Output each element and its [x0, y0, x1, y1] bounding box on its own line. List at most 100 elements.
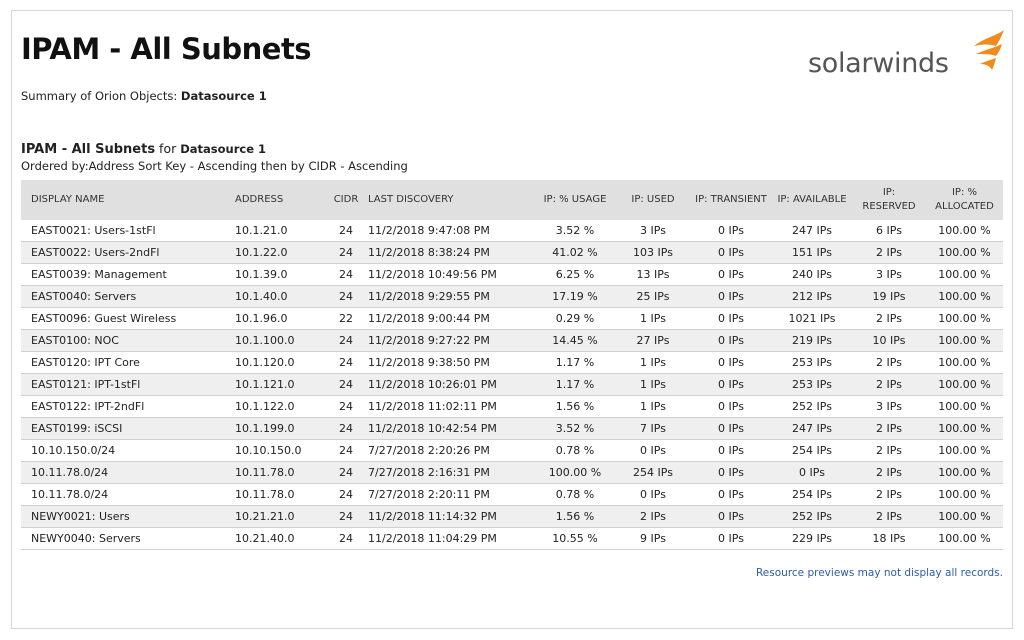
table-cell: 2 IPs — [852, 307, 926, 330]
table-cell: 247 IPs — [772, 220, 852, 242]
table-cell: 11/2/2018 10:42:54 PM — [364, 417, 534, 440]
table-cell: NEWY0040: Servers — [21, 527, 231, 550]
table-cell: 24 — [328, 395, 364, 418]
table-cell: 1.56 % — [534, 395, 616, 418]
table-cell: 11/2/2018 11:14:32 PM — [364, 505, 534, 528]
table-cell: EAST0021: Users-1stFl — [21, 220, 231, 242]
table-cell: EAST0121: IPT-1stFl — [21, 373, 231, 396]
table-cell: 0 IPs — [690, 329, 772, 352]
table-cell: 11/2/2018 9:27:22 PM — [364, 329, 534, 352]
table-row: 10.10.150.0/24 10.10.150.0 24 7/27/2018 2:2… — [21, 439, 1003, 462]
table-cell: 100.00 % — [926, 241, 1003, 264]
page-title: IPAM - All Subnets — [21, 32, 312, 66]
table-cell: 100.00 % — [926, 483, 1003, 506]
table-cell: 17.19 % — [534, 285, 616, 308]
table-cell: 100.00 % — [926, 439, 1003, 462]
table-cell: 18 IPs — [852, 527, 926, 550]
report-title-text: IPAM - All Subnets — [21, 142, 156, 157]
solarwinds-logo: solarwinds — [806, 30, 1006, 80]
table-cell: 10.1.39.0 — [231, 263, 328, 286]
table-cell: 0 IPs — [690, 241, 772, 264]
table-cell: 0 IPs — [690, 417, 772, 440]
table-cell: 0 IPs — [690, 439, 772, 462]
table-cell: 0 IPs — [690, 285, 772, 308]
table-row: EAST0096: Guest Wireless 10.1.96.0 22 11/2/… — [21, 307, 1003, 330]
table-cell: 11/2/2018 9:38:50 PM — [364, 351, 534, 374]
table-row: NEWY0021: Users 10.21.21.0 24 11/2/2018 11:… — [21, 505, 1003, 528]
column-header[interactable]: LAST DISCOVERY — [364, 180, 534, 220]
table-cell: 1 IPs — [616, 351, 690, 374]
table-cell: 6.25 % — [534, 263, 616, 286]
table-cell: 1.17 % — [534, 373, 616, 396]
column-header[interactable]: IP: USED — [616, 180, 690, 220]
table-cell: 22 — [328, 307, 364, 330]
table-cell: 219 IPs — [772, 329, 852, 352]
table-cell: 252 IPs — [772, 505, 852, 528]
table-cell: 10.1.120.0 — [231, 351, 328, 374]
table-cell: 19 IPs — [852, 285, 926, 308]
column-header[interactable]: ADDRESS — [231, 180, 328, 220]
table-cell: EAST0122: IPT-2ndFl — [21, 395, 231, 418]
table-cell: EAST0040: Servers — [21, 285, 231, 308]
table-cell: 27 IPs — [616, 329, 690, 352]
table-cell: 1 IPs — [616, 373, 690, 396]
table-cell: 0 IPs — [616, 483, 690, 506]
preview-note-link[interactable]: Resource previews may not display all re… — [755, 567, 1003, 579]
table-cell: 10.1.96.0 — [231, 307, 328, 330]
table-cell: 2 IPs — [852, 351, 926, 374]
column-header[interactable]: IP: % ALLOCATED — [926, 180, 1003, 220]
table-cell: EAST0039: Management — [21, 263, 231, 286]
table-cell: 10.1.121.0 — [231, 373, 328, 396]
table-cell: 100.00 % — [926, 461, 1003, 484]
table-row: 10.11.78.0/24 10.11.78.0 24 7/27/2018 2:16:… — [21, 461, 1003, 484]
table-cell: 103 IPs — [616, 241, 690, 264]
table-cell: 9 IPs — [616, 527, 690, 550]
table-cell: 11/2/2018 11:04:29 PM — [364, 527, 534, 550]
table-cell: 0 IPs — [690, 373, 772, 396]
table-cell: 10.11.78.0/24 — [21, 461, 231, 484]
table-cell: 10.1.22.0 — [231, 241, 328, 264]
table-cell: 24 — [328, 417, 364, 440]
logo-text: solarwinds — [808, 48, 949, 79]
table-cell: 0.78 % — [534, 483, 616, 506]
table-cell: 24 — [328, 527, 364, 550]
table-row: EAST0120: IPT Core 10.1.120.0 24 11/2/2018 … — [21, 351, 1003, 374]
table-cell: 253 IPs — [772, 373, 852, 396]
table-cell: 11/2/2018 10:26:01 PM — [364, 373, 534, 396]
subnets-table: DISPLAY NAME ADDRESS CIDR LAST DISCOVERY IP:… — [21, 180, 1003, 550]
table-row: EAST0199: iSCSI 10.1.199.0 24 11/2/2018 10:… — [21, 417, 1003, 440]
report-title: IPAM - All Subnets for Datasource 1 — [21, 141, 266, 157]
table-cell: 1.17 % — [534, 351, 616, 374]
table-row: EAST0021: Users-1stFl 10.1.21.0 24 11/2/201… — [21, 220, 1003, 242]
table-cell: 25 IPs — [616, 285, 690, 308]
table-cell: 0.29 % — [534, 307, 616, 330]
table-cell: 100.00 % — [926, 329, 1003, 352]
table-cell: 100.00 % — [926, 351, 1003, 374]
table-cell: 100.00 % — [926, 417, 1003, 440]
table-cell: 0 IPs — [690, 527, 772, 550]
column-header[interactable]: DISPLAY NAME — [21, 180, 231, 220]
table-cell: 0 IPs — [690, 351, 772, 374]
table-cell: 2 IPs — [852, 439, 926, 462]
column-header[interactable]: CIDR — [328, 180, 364, 220]
table-cell: 3 IPs — [852, 395, 926, 418]
table-cell: 2 IPs — [852, 373, 926, 396]
table-row: EAST0022: Users-2ndFl 10.1.22.0 24 11/2/201… — [21, 241, 1003, 264]
table-row: EAST0039: Management 10.1.39.0 24 11/2/2018… — [21, 263, 1003, 286]
table-cell: 3 IPs — [616, 220, 690, 242]
table-row: EAST0100: NOC 10.1.100.0 24 11/2/2018 9:27:… — [21, 329, 1003, 352]
column-header[interactable]: IP: TRANSIENT — [690, 180, 772, 220]
column-header[interactable]: IP: RESERVED — [852, 180, 926, 220]
table-cell: 24 — [328, 220, 364, 242]
table-cell: 1021 IPs — [772, 307, 852, 330]
summary-label: Summary of Orion Objects: — [21, 89, 178, 103]
column-header[interactable]: IP: % USAGE — [534, 180, 616, 220]
table-cell: 24 — [328, 285, 364, 308]
table-cell: 7/27/2018 2:16:31 PM — [364, 461, 534, 484]
table-cell: 2 IPs — [852, 461, 926, 484]
table-cell: NEWY0021: Users — [21, 505, 231, 528]
column-header[interactable]: IP: AVAILABLE — [772, 180, 852, 220]
table-cell: 10.1.21.0 — [231, 220, 328, 242]
table-cell: 0 IPs — [616, 439, 690, 462]
table-cell: 151 IPs — [772, 241, 852, 264]
